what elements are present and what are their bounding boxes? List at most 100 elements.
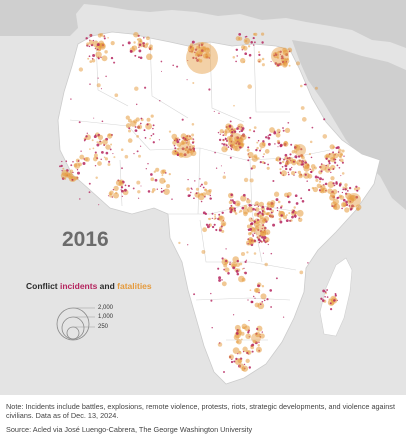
incident-dot (230, 208, 233, 211)
incident-dot (108, 160, 111, 163)
fatality-dot (303, 165, 310, 172)
incident-dot (83, 158, 85, 160)
incident-dot (93, 135, 97, 139)
fatality-dot (252, 219, 255, 222)
incident-dot (127, 41, 131, 45)
fatality-dot (301, 117, 307, 122)
fatality-dot (136, 180, 141, 185)
incident-dot (247, 146, 250, 149)
fatality-dot (240, 134, 247, 141)
fatality-dot (150, 177, 155, 182)
incident-dot (225, 248, 227, 250)
incident-dot (105, 75, 107, 78)
incident-dot (304, 173, 307, 176)
incident-dot (100, 88, 102, 90)
incident-dot (132, 187, 135, 190)
incident-dot (174, 150, 177, 153)
fatality-dot (285, 214, 288, 216)
legend-title: Conflict incidents and fatalities (26, 281, 152, 291)
incident-dot (192, 138, 195, 140)
incident-dot (230, 147, 232, 149)
incident-dot (254, 297, 256, 299)
fatality-dot (151, 190, 154, 194)
fatality-dot (240, 251, 246, 257)
fatality-dot (230, 261, 237, 269)
fatality-dot (238, 275, 245, 283)
incident-dot (282, 129, 285, 132)
fatality-dot (256, 141, 259, 144)
fatality-dot (201, 249, 206, 254)
incident-dot (245, 259, 248, 261)
legend-value-small: 250 (98, 324, 109, 330)
incident-dot (93, 117, 95, 119)
fatality-dot (243, 211, 248, 217)
fatality-dot (89, 34, 92, 36)
incident-dot (311, 126, 314, 129)
incident-dot (217, 267, 220, 270)
fatality-dot (340, 158, 344, 163)
fatality-dot (146, 117, 151, 122)
fatality-dot (245, 358, 250, 364)
fatality-dot (184, 147, 188, 151)
incident-dot (200, 49, 204, 52)
incident-dot (261, 331, 263, 333)
incident-dot (235, 331, 239, 335)
fatality-dot (244, 325, 250, 332)
incident-dot (257, 205, 260, 207)
fatality-dot (237, 329, 242, 334)
fatality-dot (257, 344, 260, 347)
incident-dot (192, 147, 195, 151)
fatality-dot (137, 124, 143, 130)
fatality-dot (254, 32, 258, 37)
fatality-dot (101, 55, 108, 62)
fatality-dot (235, 340, 239, 344)
fatality-dot (191, 123, 195, 126)
incident-dot (208, 57, 211, 59)
fatality-dot (263, 210, 266, 213)
fatality-dot (299, 270, 304, 275)
fatality-dot (275, 132, 281, 138)
incident-dot (202, 186, 205, 189)
fatality-dot (313, 166, 317, 170)
fatality-dot (180, 141, 185, 145)
incident-dot (250, 300, 254, 304)
incident-dot (289, 153, 292, 156)
fatality-dot (300, 106, 305, 110)
incident-dot (247, 159, 250, 162)
incident-dot (261, 212, 264, 215)
incident-dot (235, 269, 239, 273)
incident-dot (278, 131, 281, 134)
incident-dot (248, 320, 250, 322)
incident-dot (247, 331, 250, 334)
fatality-dot (233, 104, 235, 107)
fatality-dot (133, 31, 139, 38)
fatality-dot (165, 184, 171, 189)
fatality-dot (161, 174, 164, 177)
fatality-dot (113, 185, 119, 192)
incident-dot (65, 160, 68, 162)
incident-dot (154, 178, 158, 182)
incident-dot (334, 292, 337, 295)
fatality-dot (155, 167, 160, 172)
incident-dot (92, 39, 95, 42)
incident-dot (249, 227, 252, 231)
incident-dot (195, 57, 198, 60)
incident-dot (112, 189, 115, 191)
incident-dot (293, 146, 297, 149)
fatality-dot (329, 194, 336, 201)
incident-dot (248, 366, 251, 369)
incident-dot (139, 122, 142, 125)
incident-dot (236, 272, 240, 276)
incident-dot (79, 198, 81, 200)
incident-dot (341, 207, 343, 210)
incident-dot (233, 207, 236, 210)
incident-dot (307, 262, 309, 264)
incident-dot (160, 190, 163, 193)
fatality-dot (344, 207, 350, 213)
fatality-dot (249, 289, 252, 292)
fatality-dot (238, 350, 241, 353)
incident-dot (176, 65, 179, 68)
fatality-dot (135, 117, 140, 122)
fatality-dot (159, 177, 166, 184)
incident-dot (247, 136, 250, 139)
